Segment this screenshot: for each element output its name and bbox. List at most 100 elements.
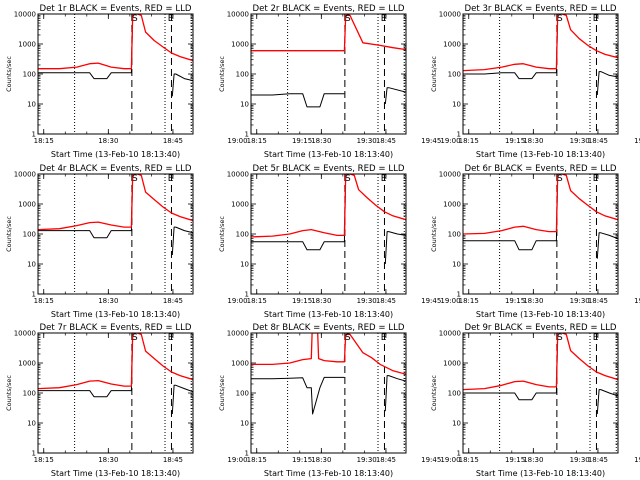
y-tick-label: 100	[448, 71, 461, 79]
y-tick-label: 10000	[14, 171, 36, 179]
plot-area	[463, 14, 618, 134]
x-axis-label: Start Time (13-Feb-10 18:13:40)	[476, 310, 605, 319]
x-axis-label: Start Time (13-Feb-10 18:13:40)	[476, 469, 605, 478]
panel-title: Det 4r BLACK = Events, RED = LLD	[39, 164, 191, 174]
y-tick-label: 10	[452, 101, 461, 109]
marker-e: E	[381, 174, 387, 184]
x-tick-label: 19:15	[505, 137, 525, 145]
series-line-events	[463, 333, 618, 415]
marker-e: E	[168, 333, 174, 343]
y-tick-label: 10	[452, 261, 461, 269]
y-axis-label: Counts/sec	[430, 56, 438, 92]
x-tick-label: 18:45	[588, 137, 608, 145]
x-tick-label: 19:15	[292, 297, 312, 305]
x-tick-label: 19:30	[570, 297, 590, 305]
x-tick-label: 19:30	[570, 456, 590, 464]
axes-frame	[462, 173, 619, 295]
y-tick-label: 1000	[443, 41, 461, 49]
series-line-events	[251, 87, 406, 108]
x-tick-label: 18:45	[163, 137, 183, 145]
plot-area	[251, 174, 406, 294]
x-tick-label: 19:30	[357, 137, 377, 145]
marker-s: S	[345, 174, 351, 184]
x-tick-label: 19:30	[357, 456, 377, 464]
marker-s: S	[557, 333, 563, 343]
plot-area	[38, 174, 193, 294]
y-tick-label: 1000	[18, 201, 36, 209]
axes-frame	[462, 13, 619, 135]
panel-det-7r: Det 7r BLACK = Events, RED = LLD Counts/s…	[5, 323, 441, 478]
x-tick-label: 19:00	[440, 297, 460, 305]
y-tick-label: 1	[245, 291, 249, 299]
x-tick-label: 18:45	[588, 297, 608, 305]
x-axis-label: Start Time (13-Feb-10 18:13:40)	[476, 150, 605, 159]
y-axis-label: Counts/sec	[5, 56, 13, 92]
y-tick-label: 100	[236, 231, 249, 239]
plot-area	[251, 333, 406, 453]
marker-e: E	[593, 333, 599, 343]
x-tick-label: 19:30	[570, 137, 590, 145]
axes-frame	[37, 332, 194, 454]
y-tick-label: 10	[27, 420, 36, 428]
y-tick-label: 1000	[231, 360, 249, 368]
axes-frame	[250, 332, 407, 454]
x-tick-label: 19:00	[440, 456, 460, 464]
y-tick-label: 10	[27, 261, 36, 269]
x-tick-label: 19:45	[634, 137, 640, 145]
y-tick-label: 10	[27, 101, 36, 109]
x-tick-label: 18:45	[376, 297, 396, 305]
panel-det-1r: Det 1r BLACK = Events, RED = LLD Counts/s…	[5, 4, 441, 159]
series-line-events	[251, 174, 406, 265]
x-tick-label: 18:30	[311, 297, 331, 305]
y-tick-label: 1	[245, 131, 249, 139]
marker-e: E	[593, 14, 599, 24]
panel-title: Det 2r BLACK = Events, RED = LLD	[252, 4, 404, 14]
panel-title: Det 9r BLACK = Events, RED = LLD	[464, 323, 616, 333]
axes-frame	[250, 13, 407, 135]
axes-frame	[37, 13, 194, 135]
x-tick-label: 19:00	[440, 137, 460, 145]
series-line-lld	[251, 174, 406, 238]
panel-det-6r: Det 6r BLACK = Events, RED = LLD Counts/s…	[430, 164, 619, 319]
series-line-lld	[38, 14, 193, 70]
x-tick-label: 19:00	[227, 456, 247, 464]
y-tick-label: 1	[457, 131, 461, 139]
y-tick-label: 100	[23, 231, 36, 239]
x-tick-label: 19:45	[634, 297, 640, 305]
x-tick-label: 18:30	[98, 456, 118, 464]
x-tick-label: 18:30	[523, 297, 543, 305]
marker-s: S	[557, 14, 563, 24]
x-axis-label: Start Time (13-Feb-10 18:13:40)	[264, 310, 393, 319]
x-tick-label: 19:45	[421, 137, 441, 145]
y-tick-label: 10000	[439, 171, 461, 179]
y-tick-label: 1	[457, 450, 461, 458]
x-tick-label: 19:45	[421, 297, 441, 305]
x-tick-label: 18:45	[163, 456, 183, 464]
y-tick-label: 1	[32, 291, 36, 299]
y-tick-label: 1000	[231, 41, 249, 49]
y-tick-label: 1	[457, 291, 461, 299]
y-axis-label: Counts/sec	[430, 375, 438, 411]
y-tick-label: 10000	[439, 330, 461, 338]
series-line-lld	[463, 333, 618, 391]
x-tick-label: 19:15	[505, 456, 525, 464]
y-axis-label: Counts/sec	[218, 56, 226, 92]
x-tick-label: 18:15	[247, 456, 267, 464]
y-tick-label: 100	[236, 390, 249, 398]
x-axis-label: Start Time (13-Feb-10 18:13:40)	[51, 150, 180, 159]
series-line-lld	[463, 174, 618, 235]
y-tick-label: 100	[448, 231, 461, 239]
series-line-events	[463, 174, 618, 259]
x-tick-label: 18:15	[247, 297, 267, 305]
y-tick-label: 1	[32, 131, 36, 139]
y-axis-label: Counts/sec	[218, 375, 226, 411]
marker-e: E	[381, 14, 387, 24]
y-tick-label: 10000	[227, 330, 249, 338]
x-tick-label: 19:00	[227, 137, 247, 145]
panel-det-3r: Det 3r BLACK = Events, RED = LLD Counts/s…	[430, 4, 619, 159]
plot-area	[38, 14, 193, 134]
x-tick-label: 18:45	[376, 137, 396, 145]
panel-det-4r: Det 4r BLACK = Events, RED = LLD Counts/s…	[5, 164, 441, 319]
x-tick-label: 18:15	[459, 137, 479, 145]
